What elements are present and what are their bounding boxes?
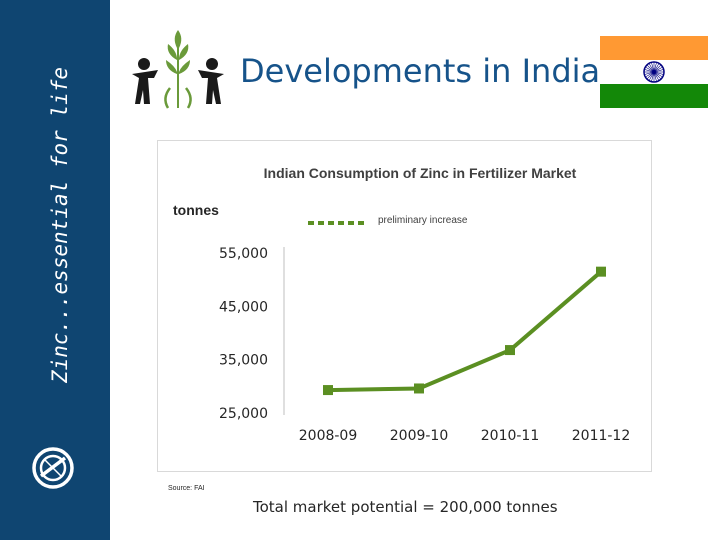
y-tick-label: 25,000 — [219, 406, 268, 422]
chart-panel: Indian Consumption of Zinc in Fertilizer… — [157, 140, 652, 472]
y-axis-unit-label: tonnes — [173, 202, 219, 218]
data-point — [323, 385, 333, 396]
india-flag-icon — [600, 36, 708, 108]
sidebar-tagline: Zinc...essential for life — [48, 66, 72, 384]
sidebar: Zinc...essential for life — [0, 0, 110, 540]
y-tick-label: 55,000 — [219, 246, 268, 262]
x-tick-label: 2011-12 — [572, 428, 631, 444]
y-tick-label: 45,000 — [219, 299, 268, 315]
x-tick-label: 2008-09 — [299, 428, 358, 444]
children-plant-logo-icon — [132, 30, 224, 109]
chart-title: Indian Consumption of Zinc in Fertilizer… — [264, 165, 577, 181]
market-potential-note: Total market potential = 200,000 tonnes — [253, 498, 558, 516]
legend-label: preliminary increase — [378, 215, 468, 226]
x-tick-label: 2009-10 — [390, 428, 449, 444]
data-point — [414, 383, 424, 394]
y-tick-label: 35,000 — [219, 353, 268, 369]
zinc-logo-icon — [32, 447, 74, 489]
source-note: Source: FAI — [168, 485, 205, 492]
data-point — [505, 345, 515, 356]
x-tick-label: 2010-11 — [481, 428, 540, 444]
page-title: Developments in India — [240, 52, 601, 90]
flag-green-band — [600, 84, 708, 108]
data-point — [596, 266, 606, 277]
consumption-chart: Indian Consumption of Zinc in Fertilizer… — [173, 165, 631, 444]
flag-saffron-band — [600, 36, 708, 60]
series-line — [327, 270, 603, 393]
